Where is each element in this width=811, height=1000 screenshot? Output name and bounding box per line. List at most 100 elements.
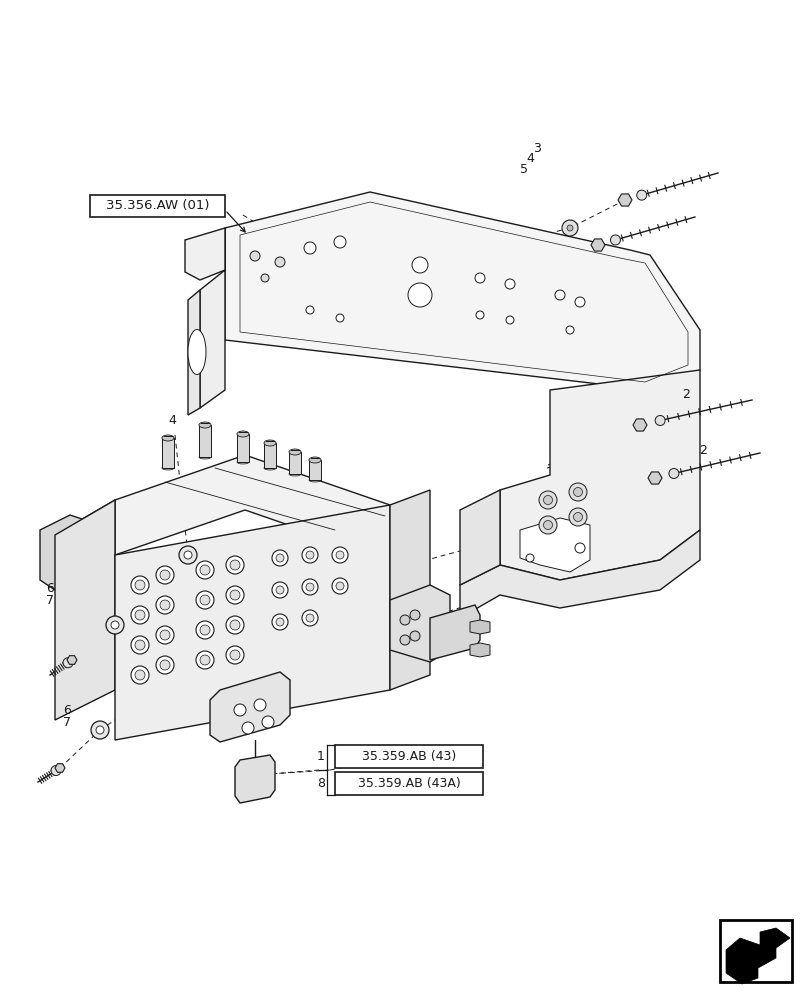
Circle shape xyxy=(505,316,513,324)
Circle shape xyxy=(225,586,243,604)
Circle shape xyxy=(302,610,318,626)
Ellipse shape xyxy=(264,466,276,470)
Circle shape xyxy=(230,650,240,660)
Circle shape xyxy=(561,220,577,236)
Circle shape xyxy=(332,547,348,563)
Circle shape xyxy=(160,660,169,670)
Polygon shape xyxy=(470,620,489,634)
Polygon shape xyxy=(200,228,225,408)
Circle shape xyxy=(156,656,174,674)
Ellipse shape xyxy=(289,449,301,455)
Circle shape xyxy=(569,483,586,501)
Circle shape xyxy=(156,626,174,644)
Circle shape xyxy=(234,704,246,716)
Circle shape xyxy=(131,576,148,594)
Polygon shape xyxy=(185,228,225,280)
Polygon shape xyxy=(470,643,489,657)
Polygon shape xyxy=(188,290,200,415)
Circle shape xyxy=(610,235,620,245)
Text: 5: 5 xyxy=(519,163,527,176)
Polygon shape xyxy=(210,672,290,742)
Text: 4: 4 xyxy=(168,414,176,426)
Circle shape xyxy=(131,666,148,684)
Polygon shape xyxy=(55,500,115,590)
Circle shape xyxy=(336,582,344,590)
Circle shape xyxy=(574,297,584,307)
Polygon shape xyxy=(309,460,320,480)
Circle shape xyxy=(636,190,646,200)
Ellipse shape xyxy=(309,457,320,463)
Polygon shape xyxy=(234,755,275,803)
Ellipse shape xyxy=(188,330,206,374)
Circle shape xyxy=(302,547,318,563)
Polygon shape xyxy=(237,434,249,462)
Ellipse shape xyxy=(237,460,249,464)
Circle shape xyxy=(526,554,534,562)
Ellipse shape xyxy=(199,422,211,428)
Polygon shape xyxy=(55,764,65,772)
Circle shape xyxy=(91,721,109,739)
Circle shape xyxy=(336,314,344,322)
Circle shape xyxy=(135,670,145,680)
Circle shape xyxy=(543,495,551,504)
Circle shape xyxy=(306,614,314,622)
Circle shape xyxy=(539,491,556,509)
Circle shape xyxy=(200,565,210,575)
Text: 6: 6 xyxy=(46,582,54,594)
Circle shape xyxy=(200,655,210,665)
Circle shape xyxy=(242,722,254,734)
Circle shape xyxy=(63,658,73,668)
Ellipse shape xyxy=(162,435,174,441)
Circle shape xyxy=(306,306,314,314)
Text: 3: 3 xyxy=(532,142,540,155)
Text: 2: 2 xyxy=(681,388,689,401)
Circle shape xyxy=(400,615,410,625)
Text: 35.359.AB (43A): 35.359.AB (43A) xyxy=(357,777,460,790)
Polygon shape xyxy=(40,515,115,590)
Circle shape xyxy=(303,242,315,254)
Circle shape xyxy=(111,621,119,629)
Circle shape xyxy=(225,556,243,574)
Circle shape xyxy=(195,591,214,609)
Ellipse shape xyxy=(309,478,320,482)
Bar xyxy=(719,920,791,982)
Ellipse shape xyxy=(264,440,276,446)
Polygon shape xyxy=(500,370,699,580)
Text: 8: 8 xyxy=(316,777,324,790)
Circle shape xyxy=(131,606,148,624)
Circle shape xyxy=(230,590,240,600)
Circle shape xyxy=(272,614,288,630)
Circle shape xyxy=(156,596,174,614)
Circle shape xyxy=(573,512,581,522)
Polygon shape xyxy=(647,472,661,484)
Circle shape xyxy=(96,726,104,734)
Circle shape xyxy=(230,560,240,570)
Circle shape xyxy=(135,640,145,650)
Circle shape xyxy=(504,279,514,289)
Polygon shape xyxy=(430,605,479,660)
Circle shape xyxy=(543,520,551,530)
Text: 35.356.AW (01): 35.356.AW (01) xyxy=(105,200,209,213)
Circle shape xyxy=(262,716,273,728)
Text: 7: 7 xyxy=(46,594,54,607)
Circle shape xyxy=(184,551,191,559)
Polygon shape xyxy=(519,518,590,572)
Circle shape xyxy=(474,273,484,283)
Circle shape xyxy=(410,631,419,641)
Circle shape xyxy=(200,595,210,605)
Circle shape xyxy=(336,551,344,559)
Text: 1: 1 xyxy=(316,750,324,763)
Circle shape xyxy=(306,583,314,591)
Circle shape xyxy=(178,546,197,564)
Polygon shape xyxy=(725,928,789,984)
Text: 7: 7 xyxy=(63,716,71,730)
Circle shape xyxy=(668,468,678,479)
Circle shape xyxy=(306,551,314,559)
Circle shape xyxy=(195,651,214,669)
Polygon shape xyxy=(199,425,211,457)
Circle shape xyxy=(302,579,318,595)
Ellipse shape xyxy=(162,466,174,470)
Ellipse shape xyxy=(237,431,249,437)
Polygon shape xyxy=(289,452,301,474)
Circle shape xyxy=(160,570,169,580)
